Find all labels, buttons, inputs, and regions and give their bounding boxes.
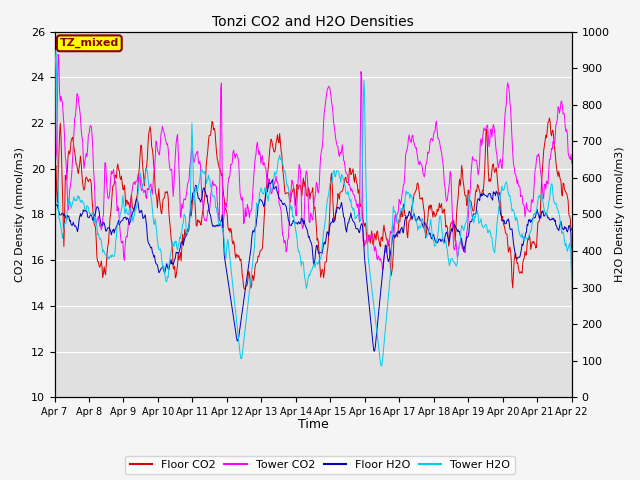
Y-axis label: CO2 Density (mmol/m3): CO2 Density (mmol/m3) bbox=[15, 147, 25, 282]
Title: Tonzi CO2 and H2O Densities: Tonzi CO2 and H2O Densities bbox=[212, 15, 414, 29]
X-axis label: Time: Time bbox=[298, 419, 328, 432]
Y-axis label: H2O Density (mmol/m3): H2O Density (mmol/m3) bbox=[615, 146, 625, 282]
Legend: Floor CO2, Tower CO2, Floor H2O, Tower H2O: Floor CO2, Tower CO2, Floor H2O, Tower H… bbox=[125, 456, 515, 474]
Text: TZ_mixed: TZ_mixed bbox=[60, 38, 119, 48]
